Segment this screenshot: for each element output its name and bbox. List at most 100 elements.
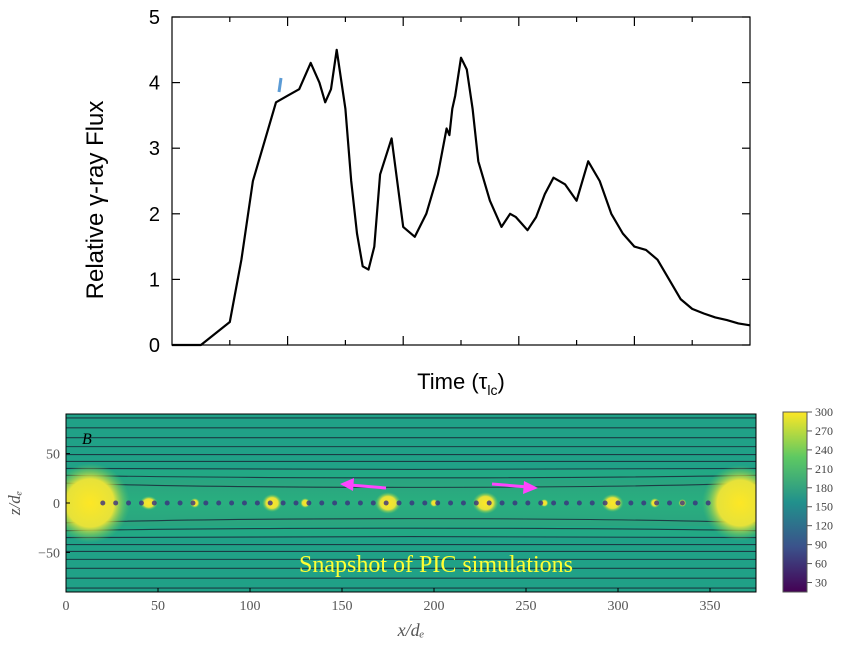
heat-y-tick-label: 0 xyxy=(53,497,60,512)
island-core xyxy=(267,500,273,506)
magnetic-field-line xyxy=(66,474,756,479)
y-tick-label: 3 xyxy=(149,138,160,160)
colorbar-tick-label: 60 xyxy=(815,557,827,571)
left-arrow xyxy=(340,478,387,491)
island-core xyxy=(576,500,582,506)
island-core xyxy=(293,500,299,506)
y-tick-label: 1 xyxy=(149,269,160,291)
plasmoid xyxy=(472,492,499,514)
island-core xyxy=(280,500,286,506)
heatmap-y-axis-label: z/dₑ xyxy=(5,491,24,516)
colorbar-tick-label: 90 xyxy=(815,538,827,552)
island-core xyxy=(370,500,376,506)
plasmoid xyxy=(139,496,158,510)
island-core xyxy=(435,500,441,506)
island-core xyxy=(383,500,389,506)
plasmoid xyxy=(540,499,549,507)
island-core xyxy=(306,500,312,506)
heat-x-tick-label: 50 xyxy=(151,599,165,614)
flux-x-axis-label: Time (τlc) xyxy=(417,369,505,398)
colorbar-ticks: 300 270 240 210 180 150 120 90 60 30 xyxy=(807,405,833,590)
magnetic-field-line xyxy=(66,527,756,532)
island-core xyxy=(512,500,518,506)
flux-x-axis-label-main: Time ( xyxy=(417,369,479,394)
island-core xyxy=(563,500,569,506)
magnetic-field-line xyxy=(66,482,756,488)
colorbar-tick-label: 150 xyxy=(815,500,833,514)
heatmap-y-ticks: 50 0 −50 xyxy=(38,448,70,561)
dark-islands xyxy=(100,500,711,506)
plasmoid xyxy=(601,494,624,512)
left-edge-glow xyxy=(66,463,130,543)
blue-annotation-mark xyxy=(277,77,283,93)
heat-y-tick-label: −50 xyxy=(38,546,60,561)
island-core xyxy=(667,500,673,506)
heat-x-tick-label: 350 xyxy=(700,599,721,614)
y-tick-label: 2 xyxy=(149,204,160,226)
right-arrow xyxy=(491,481,538,494)
flux-x-axis-label-sub: lc xyxy=(487,382,497,398)
island-core xyxy=(551,500,557,506)
plasmoid xyxy=(300,498,311,508)
heat-x-tick-label: 200 xyxy=(424,599,445,614)
island-core xyxy=(641,500,647,506)
island-core xyxy=(151,500,157,506)
heat-x-tick-label: 0 xyxy=(63,599,70,614)
island-core xyxy=(319,500,325,506)
island-core xyxy=(679,500,685,506)
right-edge-glow xyxy=(702,465,756,541)
island-core xyxy=(448,500,454,506)
island-core xyxy=(654,500,660,506)
island-core xyxy=(460,500,466,506)
magnetic-field-line xyxy=(66,536,756,539)
colorbar xyxy=(782,411,808,593)
flux-x-ticks xyxy=(229,17,693,345)
island-core xyxy=(190,500,196,506)
island-core xyxy=(113,500,119,506)
island-core xyxy=(203,500,209,506)
field-lines xyxy=(66,417,756,589)
island-core xyxy=(473,500,479,506)
heatmap-x-axis-label: x/dₑ xyxy=(397,620,425,640)
magnetic-field-line xyxy=(66,467,756,470)
island-core xyxy=(164,500,170,506)
colorbar-tick-label: 300 xyxy=(815,405,833,419)
island-core xyxy=(332,500,338,506)
flux-series-line xyxy=(172,48,751,347)
island-core xyxy=(241,500,247,506)
flux-y-ticks: 0 1 2 3 4 5 xyxy=(149,7,750,357)
pic-snapshot-caption: Snapshot of PIC simulations xyxy=(299,552,573,578)
flux-chart: 0 1 2 3 4 5 Relative γ-ray Flux Time (τlc) xyxy=(82,7,751,398)
island-core xyxy=(486,500,492,506)
island-core xyxy=(396,500,402,506)
island-core xyxy=(138,500,144,506)
flux-y-axis-label: Relative γ-ray Flux xyxy=(82,101,109,300)
heatmap-field xyxy=(66,414,756,592)
heat-y-tick-label: 50 xyxy=(46,448,60,463)
magnetic-field-line xyxy=(66,518,756,524)
island-core xyxy=(345,500,351,506)
island-core xyxy=(409,500,415,506)
plasmoid xyxy=(430,499,438,507)
island-core xyxy=(357,500,363,506)
colorbar-tick-label: 210 xyxy=(815,462,833,476)
flux-x-axis-label-tau: τ xyxy=(479,369,488,394)
island-core xyxy=(422,500,428,506)
island-core xyxy=(126,500,132,506)
island-core xyxy=(705,500,711,506)
colorbar-tick-label: 180 xyxy=(815,481,833,495)
heat-x-tick-label: 250 xyxy=(516,599,537,614)
y-tick-label: 0 xyxy=(149,335,160,357)
heat-x-tick-label: 100 xyxy=(240,599,261,614)
heatmap-panel-label: B xyxy=(82,431,92,448)
island-core xyxy=(692,500,698,506)
colorbar-tick-label: 30 xyxy=(815,576,827,590)
island-core xyxy=(499,500,505,506)
y-tick-label: 4 xyxy=(149,73,160,95)
island-core xyxy=(628,500,634,506)
colorbar-tick-label: 240 xyxy=(815,443,833,457)
heatmap-lower-band xyxy=(66,536,756,592)
flux-plot-frame xyxy=(171,16,751,346)
island-core xyxy=(254,500,260,506)
island-core xyxy=(100,500,106,506)
